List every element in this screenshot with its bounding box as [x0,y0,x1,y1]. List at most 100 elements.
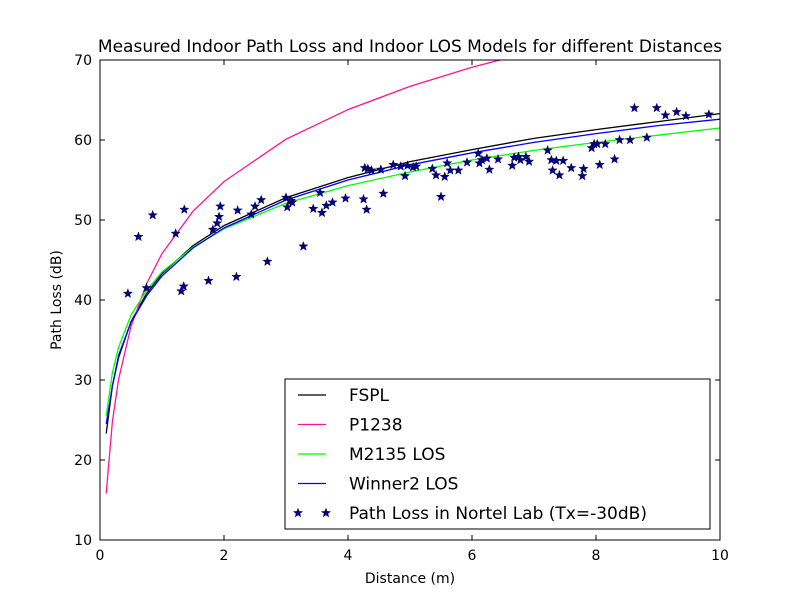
axis-ticks: 0 2 4 6 8 10 10 20 30 40 50 60 70 [74,53,729,564]
y-tick-label: 40 [74,293,92,309]
data-point [427,163,438,174]
data-point [442,157,453,168]
data-point [378,188,389,198]
data-point [178,281,189,291]
data-point [660,109,671,120]
data-point [546,154,557,165]
data-point [388,159,399,170]
data-point [314,187,326,198]
data-point [147,209,158,220]
data-point [282,201,293,212]
legend-label: M2135 LOS [349,445,445,465]
y-tick-label: 10 [74,533,92,549]
data-point [321,200,332,210]
data-point [703,109,714,119]
data-point [473,148,484,158]
plot-area [105,60,720,494]
data-point [298,241,309,251]
data-point [435,191,447,202]
data-point [361,204,372,214]
data-point [287,197,298,207]
data-point [246,209,257,219]
legend-box [284,378,711,530]
legend-marker-swatch [320,507,332,518]
y-tick-label: 60 [74,133,92,149]
data-point [445,165,456,175]
data-point [624,134,636,145]
data-point [439,171,450,182]
legend-label: Winner2 LOS [349,475,458,495]
legend: FSPL P1238 M2135 LOS Winner2 LOS Path Loss i… [284,378,711,530]
data-point [671,106,682,117]
data-point [375,164,386,174]
data-point [122,288,134,298]
legend-marker-swatch [292,507,304,518]
data-point [461,157,473,167]
data-point [651,102,662,113]
x-tick-label: 8 [592,548,601,564]
data-point [558,155,569,166]
data-point [609,153,620,164]
data-point [231,271,242,282]
data-point [614,134,625,145]
data-point [213,211,225,222]
data-point [520,151,532,162]
data-point [578,163,589,174]
data-point [256,194,267,205]
data-point [507,160,518,170]
series-line-winner2-los [105,118,720,425]
data-point [411,161,422,171]
data-point [594,159,605,170]
data-point [554,169,565,180]
data-point [453,165,464,175]
data-point [680,110,692,121]
data-point [600,138,611,149]
data-point [399,170,411,181]
x-tick-label: 10 [711,548,729,564]
legend-item: Winner2 LOS [298,475,458,495]
data-point [547,165,558,175]
series-line-p1238 [105,60,503,494]
data-point [133,231,144,242]
data-point [179,204,190,214]
data-point [641,132,652,142]
data-point [327,197,338,207]
data-point [316,207,328,218]
y-axis-label: Path Loss (dB) [49,250,65,350]
data-point [542,145,553,155]
y-tick-label: 30 [74,373,92,389]
data-point [215,201,226,211]
data-point [170,228,181,238]
data-point [577,170,588,181]
data-point [484,164,495,174]
y-tick-label: 20 [74,453,92,469]
x-tick-label: 4 [344,548,353,564]
data-point [308,203,319,214]
data-point [212,217,223,228]
legend-label: Path Loss in Nortel Lab (Tx=-30dB) [349,504,647,524]
data-point [207,224,218,234]
data-point [629,102,640,113]
data-point [492,153,504,164]
data-point [203,275,214,286]
data-point [402,160,413,170]
legend-item: FSPL [298,386,390,406]
data-point [358,193,369,204]
x-axis-label: Distance (m) [365,571,455,587]
data-point [566,162,577,173]
legend-item: P1238 [298,416,403,436]
data-point [481,153,492,163]
x-tick-label: 0 [96,548,105,564]
data-point [249,201,261,211]
y-tick-label: 70 [74,53,92,69]
legend-label: FSPL [349,386,390,406]
data-point [523,156,535,166]
series-line-m2135-los [105,127,720,417]
x-tick-label: 2 [220,548,229,564]
data-point [176,285,187,296]
data-point [430,169,442,180]
series-points-path-loss-in-nortel-lab-tx-30db [122,102,714,298]
data-point [366,165,377,175]
